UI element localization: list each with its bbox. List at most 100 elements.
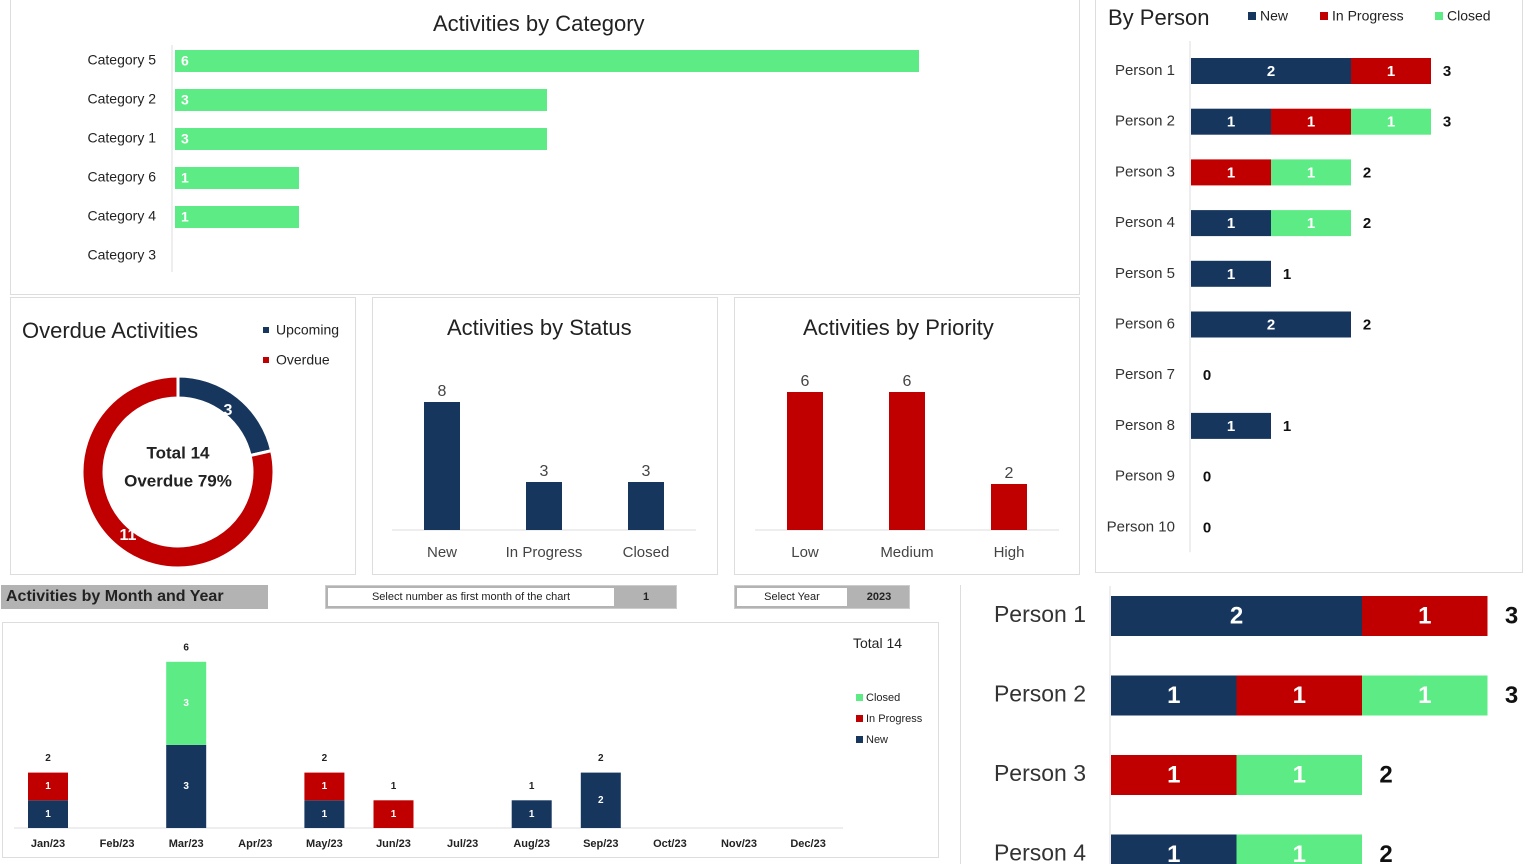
category-label: Category 3 (88, 247, 157, 263)
month-bar-new (166, 744, 207, 828)
person-label: Person 1 (994, 601, 1086, 627)
status-bar (526, 482, 562, 530)
person-bar-new (1111, 596, 1362, 636)
person-bar-value: 1 (1418, 682, 1431, 709)
legend-label: Upcoming (276, 322, 339, 338)
status-label: In Progress (506, 544, 583, 561)
month-panel (2, 622, 939, 858)
donut-value: 11 (120, 527, 137, 544)
legend-label: New (866, 734, 888, 746)
priority-label: High (994, 544, 1025, 561)
person-bar-new (1191, 260, 1271, 287)
person-bar-in-progress (1351, 58, 1431, 84)
person-bar-new (1111, 675, 1237, 716)
category-value: 3 (181, 131, 189, 147)
month-bar-in-progress (304, 772, 345, 801)
category-label: Category 6 (88, 169, 157, 185)
person-bar-value: 1 (1307, 114, 1315, 131)
person-bar-closed (1362, 675, 1488, 716)
status-label: New (427, 544, 457, 561)
person-bar-in-progress (1271, 108, 1351, 135)
person-label: Person 2 (1115, 113, 1175, 130)
status-value: 8 (438, 383, 447, 400)
person-label: Person 9 (1115, 468, 1175, 485)
month-bar-new (580, 772, 621, 828)
person-bar-new (1191, 108, 1271, 135)
person-bar-value: 1 (1307, 164, 1315, 181)
person-label: Person 4 (994, 840, 1086, 864)
category-bar (175, 128, 547, 150)
legend-label: Overdue (276, 352, 330, 368)
year-selector[interactable]: Select Year 2023 (734, 585, 910, 609)
person-bar-value: 1 (1227, 114, 1235, 131)
month-total: Total 14 (853, 635, 903, 651)
month-label: Nov/23 (721, 838, 757, 850)
status-label: Closed (623, 544, 670, 561)
person-label: Person 10 (1107, 518, 1175, 535)
person-bar-value: 1 (1293, 841, 1306, 864)
priority-label: Medium (880, 544, 933, 561)
month-label: Mar/23 (169, 838, 204, 850)
person-total: 3 (1505, 602, 1518, 629)
person-bar-closed (1271, 210, 1351, 237)
month-total-value: 2 (45, 753, 51, 764)
month-label: Sep/23 (583, 838, 618, 850)
year-input[interactable]: 2023 (866, 591, 892, 603)
month-total-value: 6 (183, 642, 189, 653)
month-total-value: 2 (322, 753, 328, 764)
month-label: May/23 (306, 838, 343, 850)
month-bar-value: 1 (322, 809, 328, 820)
legend-swatch (263, 357, 269, 363)
first-month-selector[interactable]: Select number as first month of the char… (325, 585, 677, 609)
category-bar (175, 206, 299, 228)
person-label: Person 8 (1115, 417, 1175, 434)
person-total: 1 (1283, 418, 1291, 435)
person-total: 0 (1203, 469, 1211, 486)
legend-swatch (856, 694, 863, 701)
person-bar-value: 2 (1267, 63, 1275, 80)
person-bar-closed (1271, 159, 1351, 186)
category-label: Category 1 (88, 130, 157, 146)
person-bar-value: 1 (1227, 418, 1235, 435)
person-total: 3 (1505, 682, 1518, 709)
legend-label: New (1260, 8, 1289, 24)
priority-bar (889, 392, 925, 530)
month-bar-value: 3 (183, 781, 189, 792)
category-label: Category 2 (88, 91, 157, 107)
person-bar-closed (1236, 755, 1362, 795)
person-total: 2 (1363, 215, 1371, 232)
person-bar-new (1191, 58, 1351, 84)
year-label: Select Year (737, 588, 847, 606)
month-bar-value: 1 (45, 781, 51, 792)
category-value: 1 (181, 170, 189, 186)
month-bar-value: 2 (598, 795, 604, 806)
person-label: Person 2 (994, 681, 1086, 707)
month-label: Aug/23 (513, 838, 550, 850)
month-bar-new (304, 800, 345, 828)
month-bar-new (511, 800, 552, 828)
person-bar-value: 1 (1167, 841, 1180, 864)
donut-slice (80, 374, 276, 570)
person-bar-value: 1 (1167, 761, 1180, 788)
priority-label: Low (791, 544, 819, 561)
donut-value: 3 (224, 402, 233, 419)
first-month-input[interactable]: 1 (642, 591, 650, 603)
first-month-label: Select number as first month of the char… (328, 588, 614, 606)
person-label: Person 7 (1115, 366, 1175, 383)
priority-value: 2 (1005, 465, 1014, 482)
person-bar-value: 1 (1418, 602, 1431, 629)
month-bar-value: 3 (183, 698, 189, 709)
person-total: 3 (1443, 63, 1451, 80)
legend-swatch (1320, 12, 1328, 20)
overdue-panel (10, 297, 356, 575)
category-bar (175, 50, 919, 72)
month-bar-value: 1 (322, 781, 328, 792)
month-label: Jun/23 (376, 838, 411, 850)
month-label: Feb/23 (100, 838, 135, 850)
category-label: Category 4 (88, 208, 157, 224)
month-label: Jul/23 (447, 838, 478, 850)
person-bar-closed (1236, 834, 1362, 864)
legend-swatch (1248, 12, 1256, 20)
overdue-title: Overdue Activities (22, 318, 199, 343)
